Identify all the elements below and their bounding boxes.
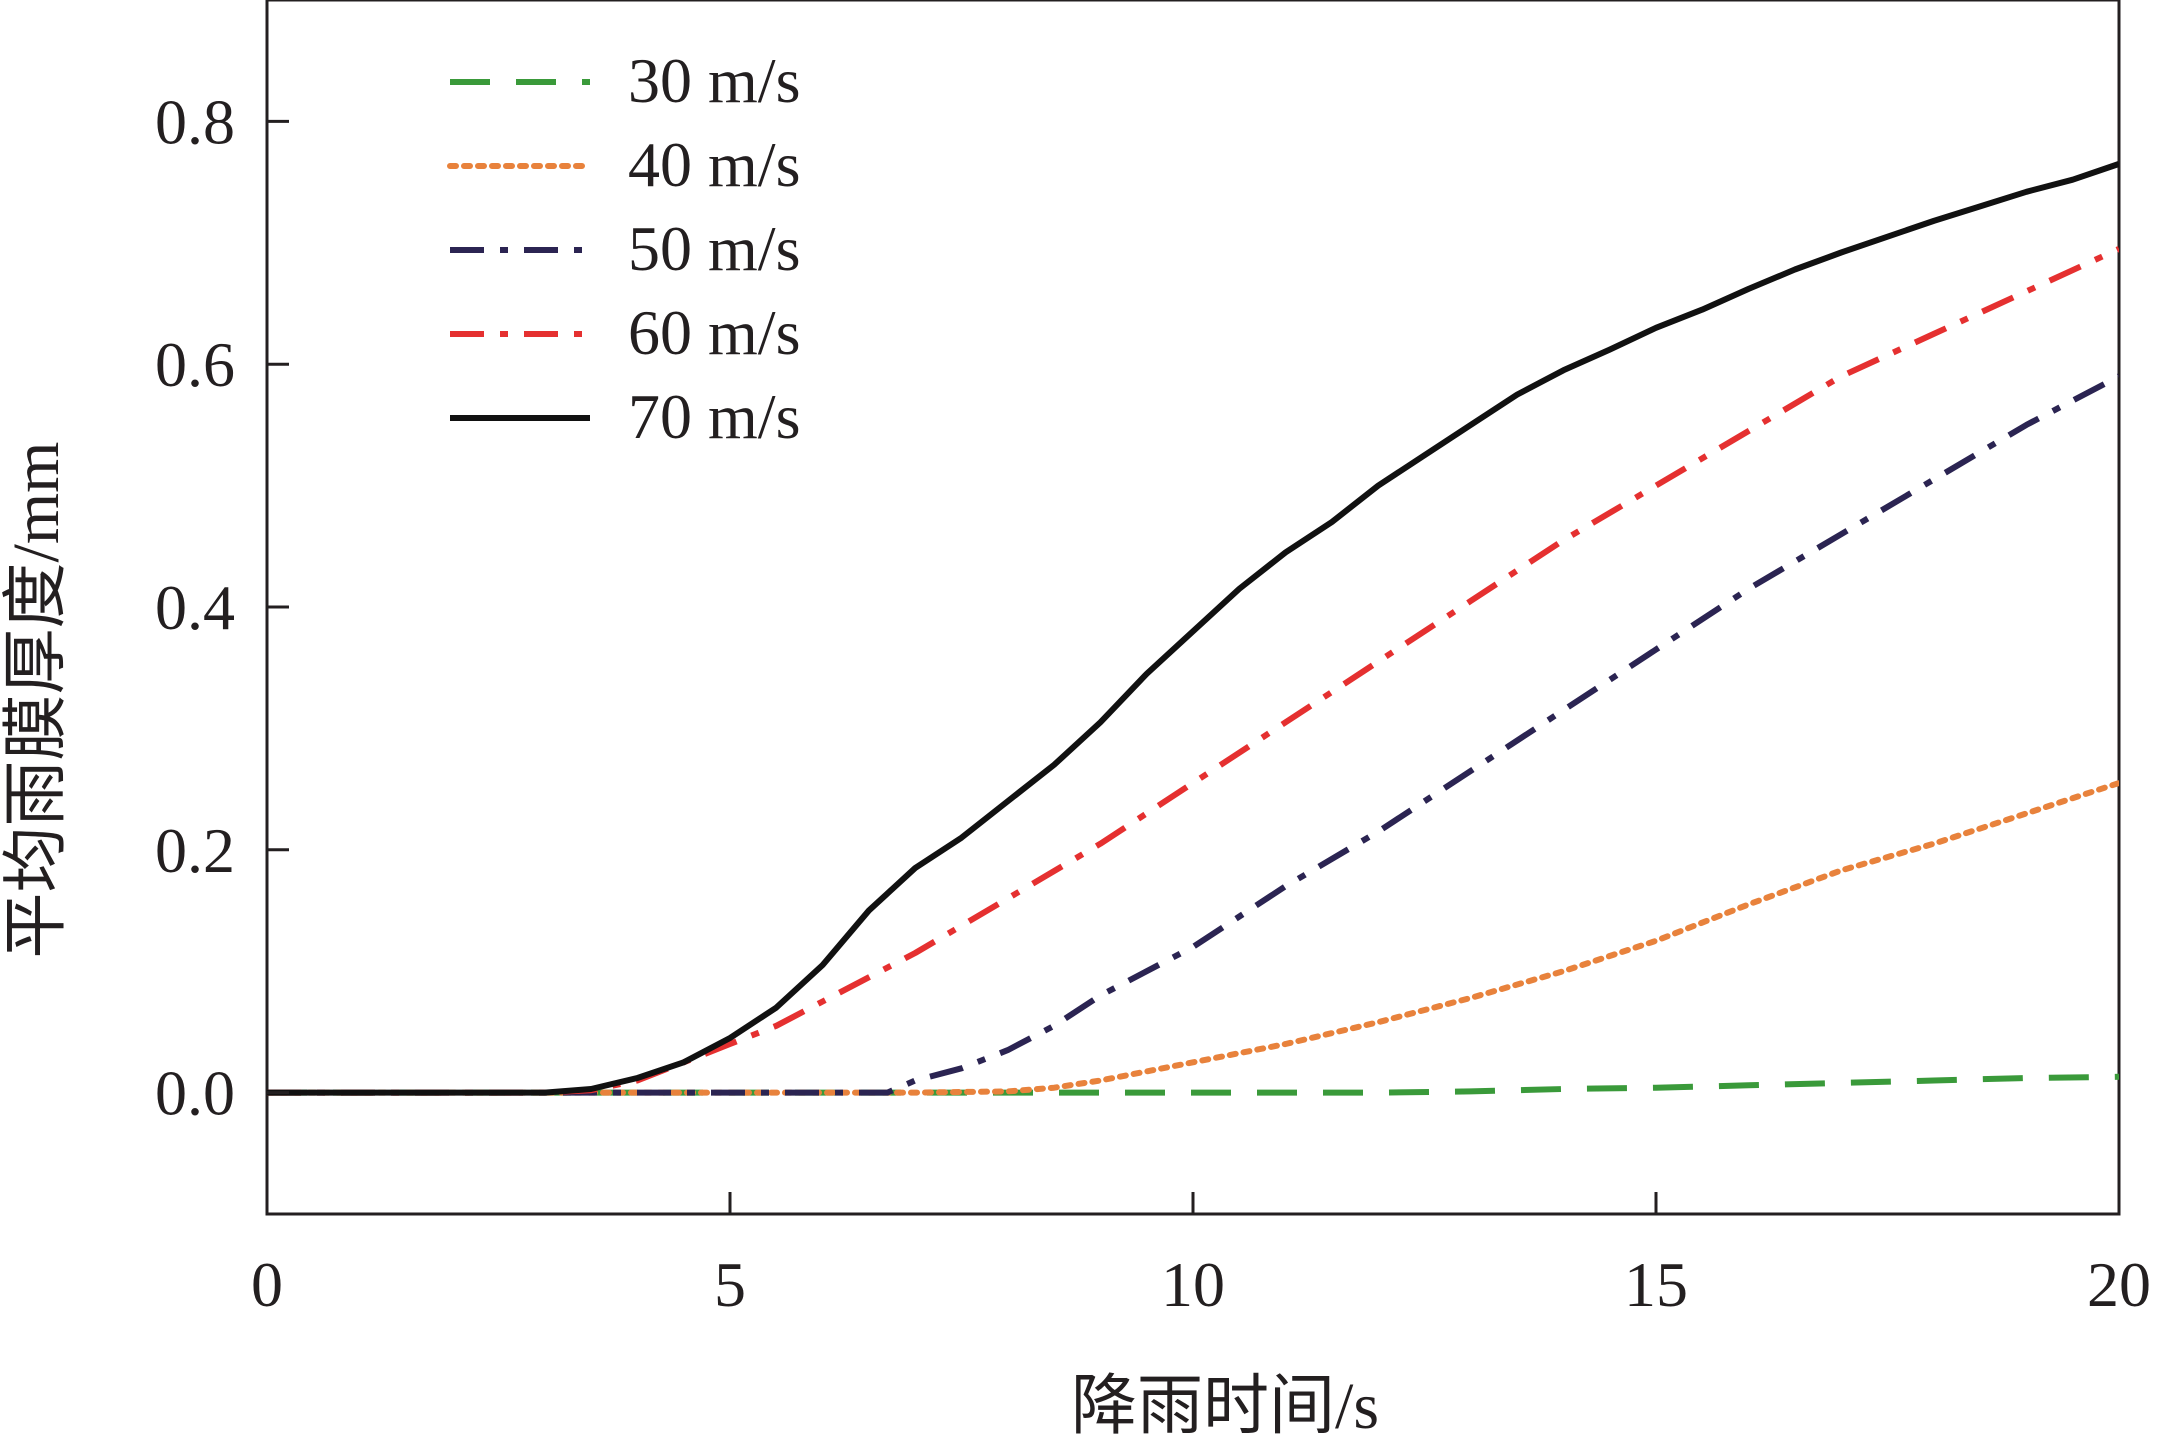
series-line-60-m-s xyxy=(267,246,2119,1096)
x-tick-label: 0 xyxy=(251,1249,283,1320)
x-tick-label: 10 xyxy=(1161,1249,1225,1320)
legend-label: 70 m/s xyxy=(628,381,800,452)
y-tick-label: 0.0 xyxy=(155,1058,235,1129)
y-axis-label: 平均雨膜厚度/mm xyxy=(0,441,73,958)
plot-frame xyxy=(265,0,2121,1216)
series-line-70-m-s xyxy=(267,161,2119,1096)
x-tick-label: 5 xyxy=(714,1249,746,1320)
series-line-30-m-s xyxy=(267,1073,2119,1096)
legend-label: 40 m/s xyxy=(628,129,800,200)
legend-label: 50 m/s xyxy=(628,213,800,284)
series-line-40-m-s xyxy=(267,780,2119,1096)
y-tick-label: 0.2 xyxy=(155,815,235,886)
legend-label: 30 m/s xyxy=(628,45,800,116)
x-axis-label: 降雨时间/s xyxy=(1071,1370,1379,1438)
x-tick-label: 15 xyxy=(1624,1249,1688,1320)
series-line-50-m-s xyxy=(267,373,2119,1096)
legend-label: 60 m/s xyxy=(628,297,800,368)
x-tick-label: 20 xyxy=(2087,1249,2151,1320)
y-tick-label: 0.4 xyxy=(155,572,235,643)
y-tick-label: 0.8 xyxy=(155,86,235,157)
y-tick-label: 0.6 xyxy=(155,329,235,400)
